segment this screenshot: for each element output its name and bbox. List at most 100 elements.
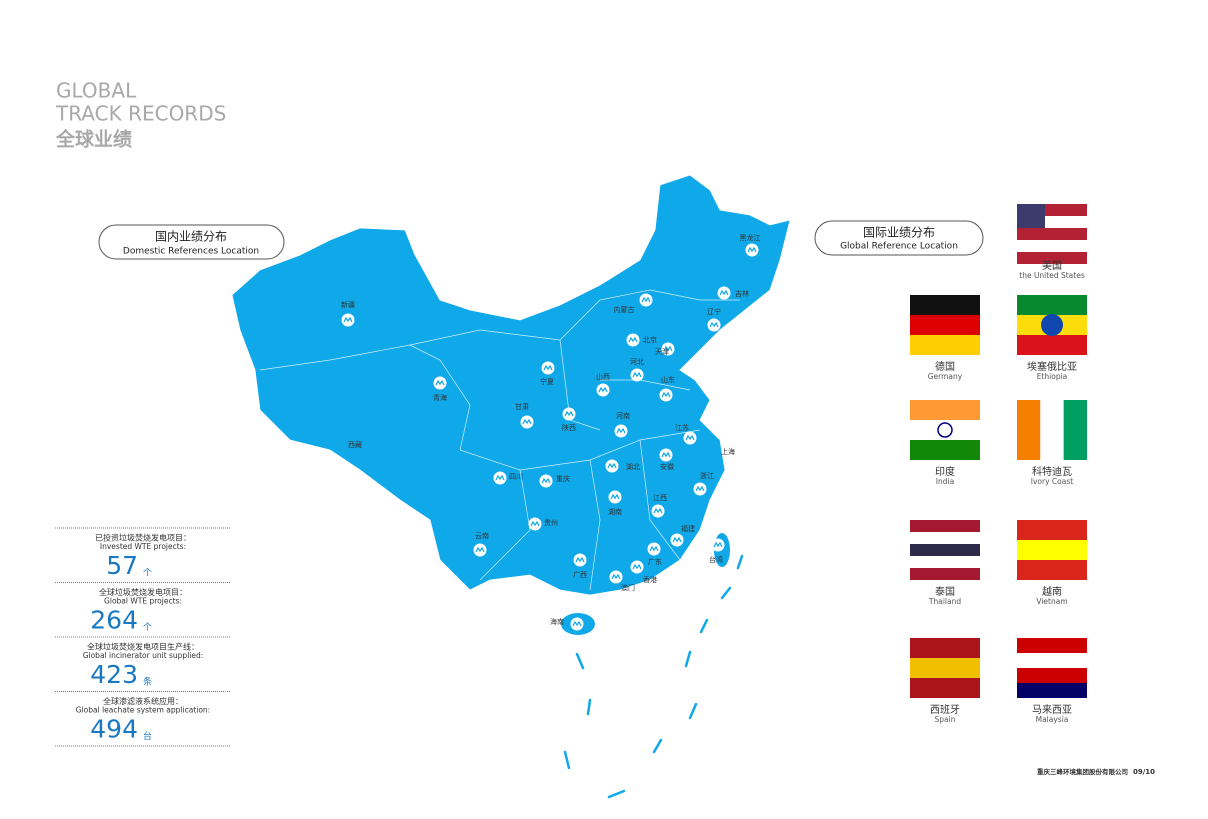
- country-en: Germany: [928, 372, 963, 381]
- flag-stripe: [910, 420, 980, 440]
- map: [231, 174, 791, 799]
- pin-icon: [685, 434, 695, 441]
- flag-stripe: [910, 678, 980, 698]
- pin-icon: [495, 474, 505, 481]
- flag-emblem: [937, 422, 953, 438]
- flag-stripe: [1017, 335, 1087, 355]
- flag: [910, 400, 980, 460]
- label-en: Global Reference Location: [840, 242, 958, 252]
- province-label: 天津: [655, 348, 669, 356]
- pin-icon: [632, 563, 642, 570]
- stat-label-en: Global incinerator unit supplied:: [83, 651, 204, 660]
- province-label: 湖南: [608, 507, 622, 516]
- country-en: Thailand: [928, 597, 961, 606]
- pin-icon: [653, 507, 663, 514]
- flag-stripe: [1017, 638, 1087, 653]
- pin-icon: [719, 289, 729, 296]
- flag-stripe: [1017, 295, 1087, 315]
- pin-icon: [672, 536, 682, 543]
- pin-icon: [628, 336, 638, 343]
- province-label: 浙江: [700, 471, 714, 480]
- pin-icon: [575, 556, 585, 563]
- flag-stripe: [1017, 520, 1087, 540]
- label-cn: 国内业绩分布: [155, 230, 227, 244]
- province-label: 上海: [721, 447, 735, 456]
- province-label: 澳门: [621, 583, 635, 592]
- stat-value: 264: [90, 606, 138, 635]
- province-label: 海南: [550, 617, 564, 626]
- pin-icon: [607, 462, 617, 469]
- flag-stripe: [1017, 228, 1087, 240]
- province-label: 宁夏: [540, 377, 554, 386]
- country-cn: 埃塞俄比亚: [1027, 360, 1077, 373]
- country-cn: 印度: [935, 465, 955, 478]
- flag-stripe: [1017, 240, 1087, 252]
- province-label: 陕西: [562, 423, 576, 432]
- country-cn: 马来西亚: [1032, 704, 1072, 716]
- pin-icon: [747, 246, 757, 253]
- flag-stripe: [1017, 252, 1087, 264]
- flag-stripe: [910, 335, 980, 355]
- country-cn: 科特迪瓦: [1032, 465, 1072, 478]
- province-label: 云南: [475, 531, 489, 540]
- pin-icon: [541, 477, 551, 484]
- pin-icon: [598, 386, 608, 393]
- pin-icon: [475, 546, 485, 553]
- pin-icon: [661, 451, 671, 458]
- pin-icon: [564, 410, 574, 417]
- stat-label-cn: 已投资垃圾焚烧发电项目：: [95, 533, 191, 543]
- stat-label-en: Invested WTE projects:: [100, 542, 186, 551]
- province-label: 西藏: [348, 440, 362, 449]
- label-en: Domestic References Location: [123, 247, 259, 257]
- country-cn: 越南: [1042, 585, 1062, 598]
- stat-unit: 台: [143, 730, 152, 742]
- province-label: 山东: [661, 375, 675, 384]
- stat-label-cn: 全球渗滤液系统应用：: [103, 696, 183, 706]
- flag: [1017, 204, 1087, 264]
- stat-unit: 个: [143, 622, 152, 633]
- international-label: 国际业绩分布 Global Reference Location: [814, 220, 984, 256]
- province-label: 香港: [643, 575, 657, 584]
- flag-stripe: [1017, 683, 1087, 698]
- pin-icon: [709, 321, 719, 328]
- domestic-label: 国内业绩分布 Domestic References Location: [98, 224, 285, 260]
- pin-icon: [435, 379, 445, 386]
- flag-stripe: [910, 568, 980, 580]
- flag-stripe: [1017, 400, 1041, 460]
- stat-unit: 条: [143, 676, 152, 688]
- pin-icon: [610, 493, 620, 500]
- flag-stripe: [910, 556, 980, 568]
- flag-stripe: [910, 638, 980, 658]
- flag-stripe: [1040, 400, 1064, 460]
- country-en: Ethiopia: [1037, 372, 1068, 381]
- province-label: 青海: [433, 393, 447, 402]
- stat-label-cn: 全球垃圾焚烧发电项目：: [99, 587, 187, 597]
- pin-icon: [572, 620, 582, 627]
- flag-canton: [1017, 204, 1045, 228]
- country-en: Spain: [935, 715, 956, 724]
- country-en: Vietnam: [1036, 597, 1067, 606]
- province-label: 北京: [643, 335, 657, 344]
- flag-emblem: [1041, 314, 1063, 336]
- country-en: Malaysia: [1036, 715, 1069, 724]
- page-number: 09/10: [1133, 768, 1155, 776]
- stat-value: 423: [90, 660, 138, 689]
- flag-stripe: [1063, 400, 1087, 460]
- province-label: 福建: [681, 524, 695, 533]
- province-label: 甘肃: [515, 402, 529, 411]
- flag-stripe: [910, 544, 980, 556]
- pin-icon: [530, 520, 540, 527]
- flag-stripe: [910, 400, 980, 420]
- province-label: 贵州: [544, 518, 558, 527]
- pin-icon: [649, 545, 659, 552]
- province-label: 新疆: [341, 300, 355, 309]
- flag-stripe: [1017, 560, 1087, 580]
- country-cn: 泰国: [935, 585, 955, 598]
- province-label: 四川: [509, 473, 523, 481]
- flag-stripe: [910, 520, 980, 532]
- title-cn: 全球业绩: [55, 128, 132, 151]
- province-label: 台湾: [709, 555, 723, 564]
- stat-value: 57: [106, 551, 138, 580]
- title: GLOBAL: [56, 79, 137, 103]
